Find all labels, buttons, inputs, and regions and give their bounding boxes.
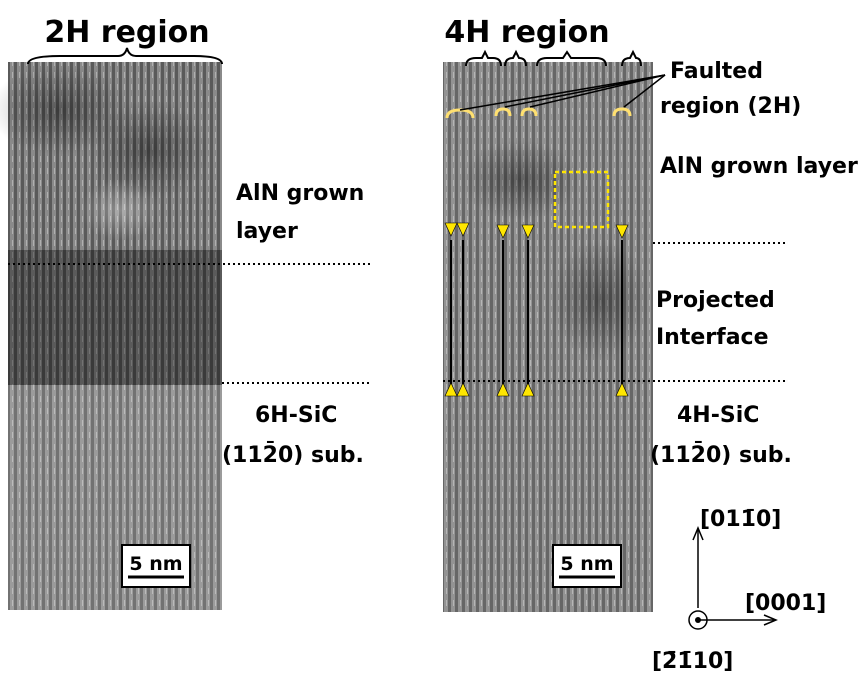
- interface-label: Interface: [656, 325, 769, 350]
- brace: [465, 49, 642, 67]
- pointer-lines: [459, 74, 666, 111]
- scale-bar-label: 5 nm: [560, 553, 613, 575]
- scale-bar-label: 5 nm: [129, 553, 182, 575]
- axis-arrows: [688, 526, 778, 630]
- substrate-label: (112̄0) sub.: [650, 442, 792, 468]
- faulted-label: Faulted: [670, 59, 763, 84]
- panel-title: 4H region: [444, 15, 609, 50]
- substrate-label: 6H-SiC: [255, 403, 337, 428]
- axis-label: [011̄0]: [700, 507, 781, 532]
- tem-image-left: [0, 62, 222, 610]
- axis-label: [2̄1̄10]: [652, 649, 733, 673]
- faulted-label: region (2H): [660, 94, 801, 119]
- interface-label: Projected: [656, 288, 775, 313]
- layer-label: layer: [236, 219, 298, 244]
- brace: [27, 47, 223, 65]
- panel-title: 2H region: [44, 15, 209, 50]
- layer-label: AlN grown layer: [660, 154, 858, 179]
- substrate-label: 4H-SiC: [677, 403, 759, 428]
- substrate-label: (112̄0) sub.: [222, 442, 364, 468]
- out-of-plane-dot: [695, 617, 701, 623]
- axis-label: [0001]: [745, 591, 826, 616]
- tem-image-right: [443, 62, 653, 612]
- layer-label: AlN grown: [236, 181, 364, 206]
